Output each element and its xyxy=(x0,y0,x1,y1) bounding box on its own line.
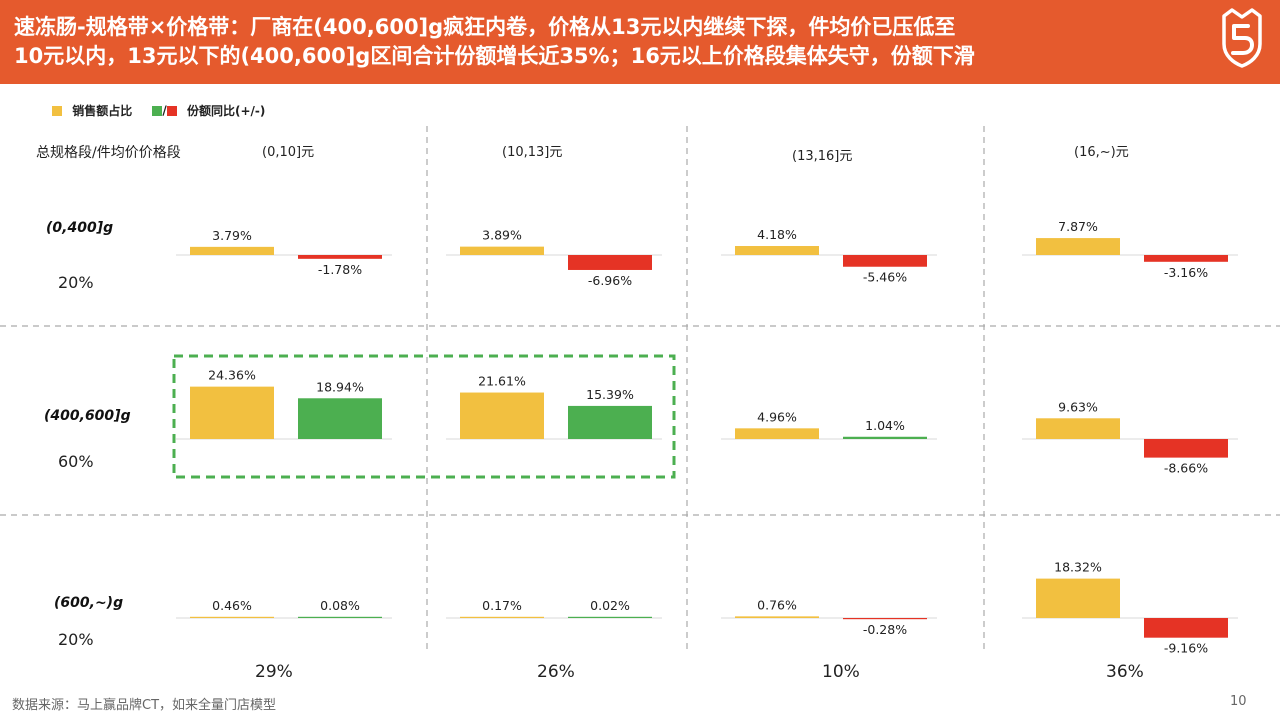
yoy-label-r2c4: -8.66% xyxy=(1164,461,1208,476)
share-bar-r1c3 xyxy=(735,246,819,255)
share-bar-r1c4 xyxy=(1036,238,1120,255)
yoy-bar-r2c4 xyxy=(1144,439,1228,458)
row-total-3: 20% xyxy=(58,630,94,649)
share-label-r1c3: 4.18% xyxy=(757,227,797,242)
yoy-bar-r3c1 xyxy=(298,616,382,618)
yoy-label-r1c3: -5.46% xyxy=(863,270,907,285)
share-bar-r1c1 xyxy=(190,246,274,255)
column-total-3: 10% xyxy=(822,662,860,682)
legend-swatch-share xyxy=(52,105,62,116)
share-label-r1c1: 3.79% xyxy=(212,228,252,243)
legend-swatch-positive xyxy=(152,105,163,116)
row-label-3: (600,~)g xyxy=(54,595,124,611)
yoy-bar-r1c1 xyxy=(298,255,382,259)
yoy-bar-r2c3 xyxy=(843,436,927,439)
share-bar-r3c4 xyxy=(1036,578,1120,618)
page-number: 10 xyxy=(1230,694,1247,709)
share-bar-r3c3 xyxy=(735,616,819,618)
share-bar-r2c3 xyxy=(735,428,819,439)
column-header-1: (0,10]元 xyxy=(262,145,315,160)
column-header-3: (13,16]元 xyxy=(792,149,853,164)
yoy-bar-r3c2 xyxy=(568,616,652,618)
column-header-4: (16,~)元 xyxy=(1074,145,1129,160)
column-header-2: (10,13]元 xyxy=(502,145,563,160)
page-title-line-1: 速冻肠-规格带×价格带：厂商在(400,600]g疯狂内卷，价格从13元以内继续… xyxy=(14,15,956,39)
row-total-2: 60% xyxy=(58,452,94,471)
legend-swatch-negative xyxy=(166,105,177,116)
row-label-1: (0,400]g xyxy=(46,220,114,236)
share-bar-r2c2 xyxy=(460,392,544,439)
axis-title: 总规格段/件均价价格段 xyxy=(36,145,181,161)
yoy-label-r3c1: 0.08% xyxy=(320,598,360,613)
yoy-label-r3c4: -9.16% xyxy=(1164,641,1208,656)
yoy-bar-r3c3 xyxy=(843,618,927,620)
share-label-r3c2: 0.17% xyxy=(482,598,522,613)
share-label-r1c2: 3.89% xyxy=(482,228,522,243)
legend: 销售额占比 / 份额同比(+/-) xyxy=(52,102,265,119)
data-source: 数据来源：马上赢品牌CT，如来全量门店模型 xyxy=(12,698,277,713)
column-total-4: 36% xyxy=(1106,662,1144,682)
column-total-2: 26% xyxy=(537,662,575,682)
yoy-label-r3c2: 0.02% xyxy=(590,598,630,613)
row-label-2: (400,600]g xyxy=(44,408,131,424)
share-label-r2c1: 24.36% xyxy=(208,368,256,383)
share-label-r3c4: 18.32% xyxy=(1054,560,1102,575)
yoy-label-r2c1: 18.94% xyxy=(316,379,364,394)
yoy-label-r1c4: -3.16% xyxy=(1164,265,1208,280)
highlight-box xyxy=(172,354,676,479)
share-label-r2c4: 9.63% xyxy=(1058,399,1098,414)
share-bar-r3c1 xyxy=(190,616,274,618)
yoy-bar-r2c1 xyxy=(298,398,382,439)
share-bar-r3c2 xyxy=(460,616,544,618)
page-title-line-2: 10元以内，13元以下的(400,600]g区间合计份额增长近35%；16元以上… xyxy=(14,44,975,68)
legend-label-share: 销售额占比 xyxy=(72,104,133,118)
yoy-bar-r1c2 xyxy=(568,255,652,270)
share-label-r3c3: 0.76% xyxy=(757,597,797,612)
column-total-1: 29% xyxy=(255,662,293,682)
row-total-1: 20% xyxy=(58,273,94,292)
brand-logo-icon xyxy=(1222,8,1262,68)
yoy-label-r2c3: 1.04% xyxy=(865,418,905,433)
yoy-bar-r1c4 xyxy=(1144,255,1228,262)
share-bar-r2c1 xyxy=(190,386,274,439)
share-bar-r2c4 xyxy=(1036,418,1120,439)
yoy-label-r1c1: -1.78% xyxy=(318,262,362,277)
share-label-r3c1: 0.46% xyxy=(212,598,252,613)
share-label-r1c4: 7.87% xyxy=(1058,219,1098,234)
yoy-bar-r2c2 xyxy=(568,405,652,439)
share-label-r2c2: 21.61% xyxy=(478,374,526,389)
legend-slash: / xyxy=(162,103,167,118)
yoy-label-r1c2: -6.96% xyxy=(588,273,632,288)
yoy-bar-r3c4 xyxy=(1144,618,1228,638)
share-label-r2c3: 4.96% xyxy=(757,409,797,424)
yoy-label-r3c3: -0.28% xyxy=(863,622,907,637)
yoy-bar-r1c3 xyxy=(843,255,927,267)
yoy-label-r2c2: 15.39% xyxy=(586,387,634,402)
legend-label-yoy: 份额同比(+/-) xyxy=(186,104,266,118)
title-banner: 速冻肠-规格带×价格带：厂商在(400,600]g疯狂内卷，价格从13元以内继续… xyxy=(0,0,1280,84)
share-bar-r1c2 xyxy=(460,246,544,255)
